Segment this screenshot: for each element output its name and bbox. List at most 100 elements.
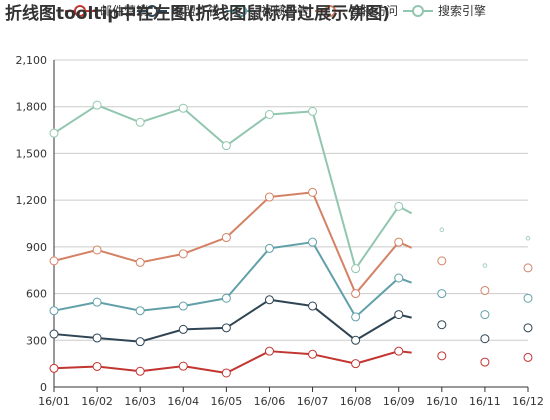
data-point-faded[interactable] [525, 235, 531, 241]
data-point[interactable] [264, 346, 274, 356]
data-point[interactable] [135, 337, 145, 347]
x-tick-label: 16/01 [38, 395, 70, 408]
series-line [53, 350, 412, 374]
x-tick-label: 16/10 [426, 395, 458, 408]
series-line [53, 298, 412, 343]
data-point-faded[interactable] [437, 351, 447, 361]
data-point[interactable] [49, 329, 59, 339]
data-point[interactable] [49, 363, 59, 373]
y-tick-label: 1,800 [16, 101, 48, 114]
legend-item[interactable]: 邮件营销 [65, 4, 148, 18]
data-point-faded[interactable] [480, 310, 490, 320]
data-point[interactable] [351, 335, 361, 345]
data-point[interactable] [351, 289, 361, 299]
legend-marker [146, 5, 158, 17]
y-tick-label: 0 [40, 381, 47, 394]
data-point[interactable] [178, 324, 188, 334]
data-point-faded[interactable] [480, 334, 490, 344]
data-point-faded[interactable] [482, 263, 488, 268]
data-point[interactable] [394, 273, 404, 283]
data-point[interactable] [394, 201, 404, 211]
data-point[interactable] [49, 256, 59, 266]
data-point[interactable] [135, 306, 145, 316]
data-point-faded[interactable] [437, 256, 447, 266]
legend-item[interactable]: 联盟广告 [137, 4, 220, 18]
data-point[interactable] [49, 128, 59, 138]
y-tick-label: 1,500 [16, 147, 48, 160]
legend-marker [235, 5, 247, 17]
legend-marker [74, 5, 86, 17]
x-tick-label: 16/11 [469, 395, 501, 408]
x-tick-label: 16/04 [167, 395, 199, 408]
x-tick-label: 16/05 [211, 395, 243, 408]
data-point[interactable] [221, 141, 231, 151]
data-point[interactable] [394, 346, 404, 356]
data-point-faded[interactable] [523, 293, 533, 303]
data-point-faded[interactable] [437, 289, 447, 299]
data-point[interactable] [221, 293, 231, 303]
series-搜索引擎 [49, 100, 531, 274]
data-point[interactable] [92, 245, 102, 255]
legend-marker [412, 5, 424, 17]
data-point[interactable] [308, 187, 318, 197]
data-point-faded[interactable] [437, 320, 447, 330]
data-point[interactable] [92, 100, 102, 110]
data-point[interactable] [308, 237, 318, 247]
data-point[interactable] [135, 257, 145, 267]
y-tick-label: 600 [26, 288, 47, 301]
data-point[interactable] [221, 323, 231, 333]
data-point-faded[interactable] [523, 323, 533, 333]
data-point[interactable] [178, 103, 188, 113]
y-tick-label: 900 [26, 241, 47, 254]
data-point[interactable] [135, 366, 145, 376]
legend-label: 视频广告 [261, 3, 309, 18]
data-point-faded[interactable] [523, 263, 533, 273]
data-point[interactable] [351, 264, 361, 274]
data-point-faded[interactable] [523, 352, 533, 362]
data-point[interactable] [308, 106, 318, 116]
data-point[interactable] [394, 237, 404, 247]
series-直接访问 [49, 187, 533, 299]
y-tick-label: 1,200 [16, 194, 48, 207]
legend-label: 搜索引擎 [438, 3, 486, 18]
data-point[interactable] [92, 297, 102, 307]
data-point[interactable] [308, 349, 318, 359]
data-point[interactable] [308, 301, 318, 311]
x-tick-label: 16/02 [81, 395, 113, 408]
data-point[interactable] [178, 249, 188, 259]
x-tick-label: 16/06 [254, 395, 286, 408]
data-point[interactable] [178, 361, 188, 371]
legend[interactable]: 邮件营销 联盟广告 视频广告 直接访问 搜索引擎 [65, 3, 486, 18]
legend-label: 直接访问 [350, 3, 398, 18]
legend-item[interactable]: 视频广告 [226, 3, 309, 18]
axes: 0 300 600 900 1,200 1,500 1,800 2,100 16/01 16/02… [16, 54, 544, 408]
data-point[interactable] [49, 306, 59, 316]
series-line [53, 104, 413, 270]
series-联盟广告 [49, 295, 533, 347]
legend-item[interactable]: 搜索引擎 [403, 3, 486, 18]
x-tick-label: 16/03 [124, 395, 156, 408]
legend-label: 联盟广告 [172, 4, 220, 18]
series-视频广告 [49, 237, 533, 322]
data-point[interactable] [264, 243, 274, 253]
data-point[interactable] [92, 361, 102, 371]
chart-title: 折线图tooltip中在左图(折线图鼠标滑过展示饼图) [5, 3, 390, 24]
data-point[interactable] [221, 368, 231, 378]
data-point[interactable] [92, 333, 102, 343]
data-point-faded[interactable] [480, 357, 490, 367]
data-point[interactable] [264, 110, 274, 119]
data-point-faded[interactable] [480, 285, 490, 295]
x-tick-label: 16/07 [297, 395, 329, 408]
x-tick-label: 16/08 [340, 395, 372, 408]
data-point[interactable] [135, 117, 145, 127]
data-point[interactable] [351, 312, 361, 322]
x-tick-label: 16/09 [383, 395, 415, 408]
data-point[interactable] [394, 310, 404, 320]
data-point[interactable] [264, 295, 274, 305]
data-point[interactable] [178, 301, 188, 311]
data-point[interactable] [221, 233, 231, 243]
data-point-faded[interactable] [439, 227, 445, 233]
legend-item[interactable]: 直接访问 [315, 3, 398, 18]
data-point[interactable] [351, 359, 361, 369]
data-point[interactable] [264, 192, 274, 202]
